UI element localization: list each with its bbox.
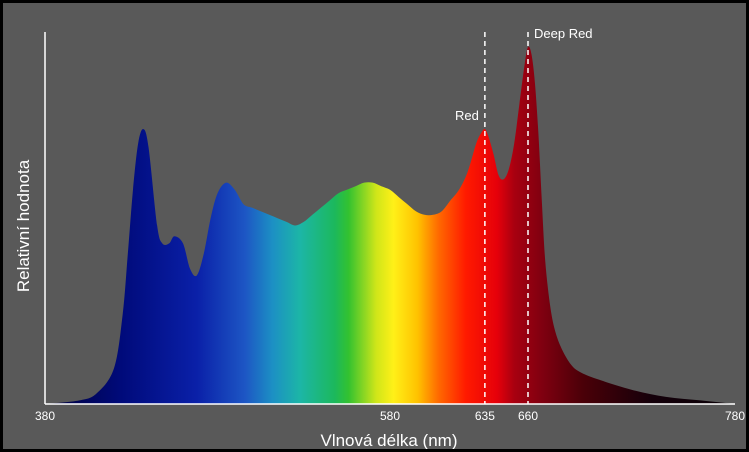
annotation-label: Deep Red bbox=[534, 26, 593, 41]
annotation-label: Red bbox=[455, 108, 479, 123]
x-tick-label: 780 bbox=[725, 409, 745, 423]
spectrum-area bbox=[45, 46, 735, 404]
annotations: Red Deep Red bbox=[455, 26, 593, 404]
spectrum-chart: 380 580 635 660 780 Red Deep Red Relativní ho… bbox=[14, 26, 745, 449]
x-tick-labels: 380 580 635 660 780 bbox=[35, 409, 745, 423]
x-axis-title: Vlnová délka (nm) bbox=[320, 431, 457, 449]
y-axis-title: Relativní hodnota bbox=[14, 159, 33, 292]
x-tick-label: 635 bbox=[475, 409, 495, 423]
x-tick-label: 580 bbox=[380, 409, 400, 423]
x-tick-label: 380 bbox=[35, 409, 55, 423]
x-tick-label: 660 bbox=[518, 409, 538, 423]
